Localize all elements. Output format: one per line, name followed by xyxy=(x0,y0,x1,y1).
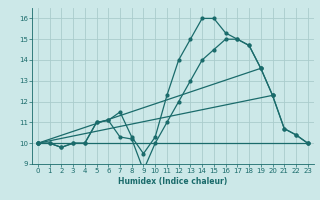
X-axis label: Humidex (Indice chaleur): Humidex (Indice chaleur) xyxy=(118,177,228,186)
